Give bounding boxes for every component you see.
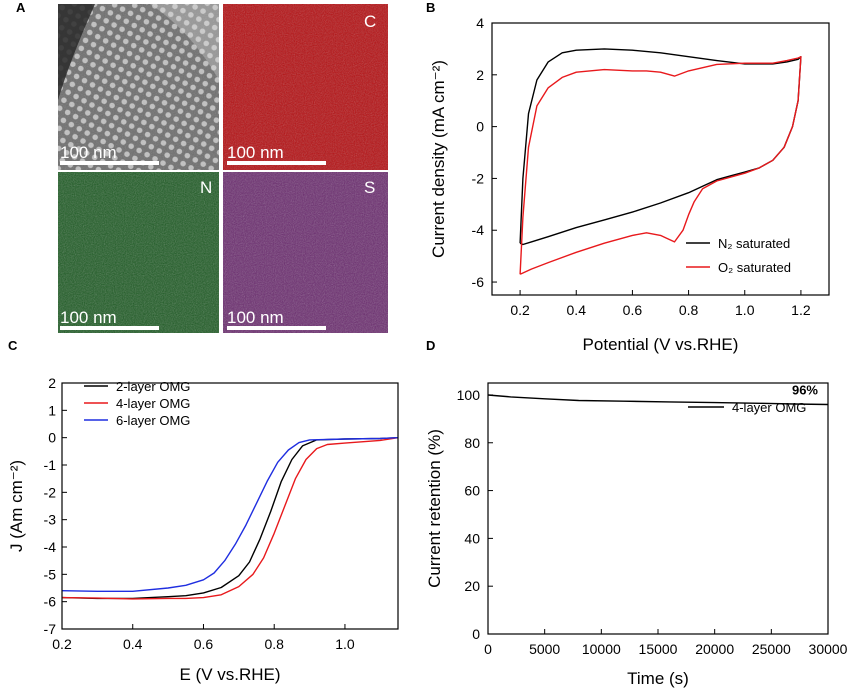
chart-b-xlabel: Potential (V vs.RHE): [583, 335, 739, 354]
chart-b-xtick-label: 0.8: [679, 302, 699, 318]
chart-b-ylabel: Current density (mA cm⁻²): [429, 60, 448, 258]
chart-c-ytick-label: -5: [44, 566, 57, 582]
chart-c-ytick-label: 0: [48, 430, 56, 446]
chart-c-ytick-label: -1: [44, 457, 57, 473]
nitrogen-map-label: N: [200, 178, 212, 197]
chart-d-series-1: [487, 394, 829, 406]
chart-c-series-2: [61, 437, 399, 600]
chart-d-xtick-label: 5000: [529, 641, 560, 657]
chart-b-frame: [491, 22, 830, 296]
chart-b-series-2: [519, 56, 802, 275]
chart-d-xtick-label: 0: [484, 641, 492, 657]
chart-c-series-3: [61, 437, 399, 592]
haadf-scale-label: 100 nm: [60, 143, 117, 162]
chart-b-xtick-label: 1.2: [791, 302, 811, 318]
chart-d-ytick-label: 0: [472, 626, 480, 642]
chart-d-xtick-label: 10000: [582, 641, 621, 657]
chart-b-xtick-label: 0.6: [623, 302, 643, 318]
chart-d-legend-label: 4-layer OMG: [732, 400, 806, 415]
nitrogen-map-noise: [58, 172, 219, 333]
chart-d-ytick-label: 80: [464, 435, 480, 451]
chart-b-xtick-label: 0.2: [510, 302, 530, 318]
chart-c-ytick-label: -6: [44, 594, 57, 610]
chart-c-xtick-label: 0.2: [52, 636, 72, 652]
chart-d-ytick-label: 100: [457, 387, 481, 403]
chart-b-ytick-label: 2: [476, 67, 484, 83]
chart-c-ylabel: J (Am cm⁻²): [7, 460, 26, 552]
carbon-map-label: C: [364, 12, 376, 31]
chart-c-ytick-label: 2: [48, 375, 56, 391]
chart-b-ytick-label: 4: [476, 15, 484, 31]
chart-c-ytick-label: 1: [48, 402, 56, 418]
sulfur-scale-bar: [227, 326, 326, 330]
carbon-map-noise: [223, 4, 388, 170]
chart-c-legend-label: 4-layer OMG: [116, 396, 190, 411]
chart-d-xlabel: Time (s): [627, 669, 689, 688]
chart-d-frame: [487, 382, 829, 635]
chart-c-legend-label: 6-layer OMG: [116, 413, 190, 428]
haadf-scale-bar: [60, 161, 159, 165]
chart-d-annotation: 96%: [792, 383, 818, 398]
chart-d-xtick-label: 30000: [809, 641, 848, 657]
chart-b-ytick-label: -6: [472, 274, 485, 290]
chart-c-xlabel: E (V vs.RHE): [179, 665, 280, 684]
chart-c-ytick-label: -3: [44, 512, 57, 528]
chart-b-ytick-label: -2: [472, 170, 485, 186]
chart-c-ytick-label: -4: [44, 539, 57, 555]
chart-d-xtick-label: 15000: [639, 641, 678, 657]
chart-d-xtick-label: 25000: [752, 641, 791, 657]
haadf-tile: 100 nm: [58, 4, 219, 170]
chart-c-xtick-label: 0.4: [123, 636, 143, 652]
chart-d-ytick-label: 40: [464, 530, 480, 546]
carbon-map-tile: C 100 nm: [223, 4, 388, 170]
chart-c-xtick-label: 1.0: [335, 636, 355, 652]
chart-d-ytick-label: 60: [464, 483, 480, 499]
panel-b-label: B: [426, 0, 435, 15]
sulfur-map-tile: S 100 nm: [223, 172, 388, 333]
chart-b-ytick-label: 0: [476, 119, 484, 135]
chart-c-legend-label: 2-layer OMG: [116, 379, 190, 394]
panel-a-label: A: [16, 0, 26, 15]
haadf-dark-region: [58, 4, 95, 100]
sulfur-map-noise: [223, 172, 388, 333]
chart-b: 0.2 0.4 0.6 0.8 1.0 1.2 -6 -4 -2 0 2 4 Potential (V …: [429, 15, 830, 354]
chart-c-series-1: [61, 437, 399, 600]
chart-b-legend-label: O₂ saturated: [718, 260, 791, 275]
panel-c-label: C: [8, 338, 18, 353]
chart-b-xtick-label: 1.0: [735, 302, 755, 318]
panel-d-label: D: [426, 338, 435, 353]
chart-d-ylabel: Current retention (%): [425, 429, 444, 588]
chart-c-xtick-label: 0.6: [194, 636, 214, 652]
chart-c-ytick-label: -2: [44, 484, 57, 500]
chart-c-xtick-label: 0.8: [264, 636, 284, 652]
haadf-bright-region: [150, 4, 219, 80]
chart-b-ytick-label: -4: [472, 222, 485, 238]
haadf-noise: [58, 4, 219, 170]
chart-d-xtick-label: 20000: [695, 641, 734, 657]
carbon-scale-label: 100 nm: [227, 143, 284, 162]
chart-c-frame: [61, 382, 399, 630]
chart-b-xtick-label: 0.4: [567, 302, 587, 318]
panel-a: A 100 nm C 100 nm N 100 nm: [16, 0, 388, 333]
sulfur-scale-label: 100 nm: [227, 308, 284, 327]
chart-b-legend-label: N₂ saturated: [718, 236, 790, 251]
chart-d-ytick-label: 20: [464, 578, 480, 594]
nitrogen-scale-label: 100 nm: [60, 308, 117, 327]
chart-d: 0 5000 10000 15000 20000 25000 30000 0 20 40 60 80 1…: [425, 382, 848, 688]
chart-c: 0.2 0.4 0.6 0.8 1.0 -7 -6 -5 -4 -3 -2 -1 0 1 2 E (V vs.…: [7, 375, 399, 684]
sulfur-map-label: S: [364, 178, 375, 197]
nitrogen-scale-bar: [60, 326, 159, 330]
carbon-scale-bar: [227, 161, 326, 165]
nitrogen-map-tile: N 100 nm: [58, 172, 219, 333]
chart-c-ytick-label: -7: [44, 621, 57, 637]
